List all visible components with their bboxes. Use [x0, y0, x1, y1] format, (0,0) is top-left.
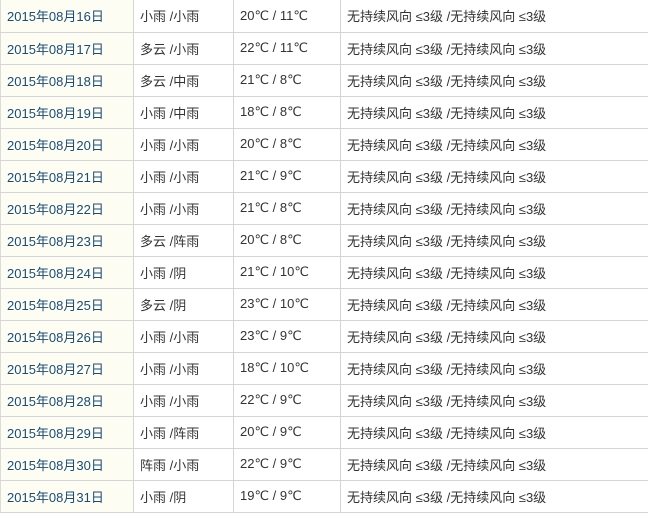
weather-condition-cell: 小雨 /小雨: [134, 160, 234, 192]
date-link[interactable]: 2015年08月23日: [7, 234, 104, 249]
weather-condition-cell: 小雨 /阵雨: [134, 416, 234, 448]
date-link[interactable]: 2015年08月31日: [7, 490, 104, 505]
weather-condition-cell: 小雨 /中雨: [134, 96, 234, 128]
date-link[interactable]: 2015年08月27日: [7, 362, 104, 377]
wind-cell: 无持续风向 ≤3级 /无持续风向 ≤3级: [341, 384, 648, 416]
date-link[interactable]: 2015年08月26日: [7, 330, 104, 345]
temperature-cell: 21℃ / 8℃: [234, 64, 341, 96]
date-cell: 2015年08月24日: [1, 256, 134, 288]
temperature-cell: 22℃ / 11℃: [234, 32, 341, 64]
wind-cell: 无持续风向 ≤3级 /无持续风向 ≤3级: [341, 352, 648, 384]
temperature-cell: 23℃ / 9℃: [234, 320, 341, 352]
weather-condition-cell: 小雨 /阴: [134, 480, 234, 512]
date-link[interactable]: 2015年08月16日: [7, 9, 104, 24]
temperature-cell: 20℃ / 8℃: [234, 128, 341, 160]
wind-cell: 无持续风向 ≤3级 /无持续风向 ≤3级: [341, 128, 648, 160]
wind-cell: 无持续风向 ≤3级 /无持续风向 ≤3级: [341, 256, 648, 288]
wind-cell: 无持续风向 ≤3级 /无持续风向 ≤3级: [341, 288, 648, 320]
date-link[interactable]: 2015年08月24日: [7, 266, 104, 281]
date-cell: 2015年08月19日: [1, 96, 134, 128]
wind-cell: 无持续风向 ≤3级 /无持续风向 ≤3级: [341, 96, 648, 128]
wind-cell: 无持续风向 ≤3级 /无持续风向 ≤3级: [341, 64, 648, 96]
weather-condition-cell: 小雨 /小雨: [134, 352, 234, 384]
date-cell: 2015年08月18日: [1, 64, 134, 96]
temperature-cell: 19℃ / 9℃: [234, 480, 341, 512]
wind-cell: 无持续风向 ≤3级 /无持续风向 ≤3级: [341, 160, 648, 192]
wind-cell: 无持续风向 ≤3级 /无持续风向 ≤3级: [341, 416, 648, 448]
temperature-cell: 21℃ / 10℃: [234, 256, 341, 288]
temperature-cell: 21℃ / 8℃: [234, 192, 341, 224]
weather-condition-cell: 小雨 /阴: [134, 256, 234, 288]
weather-condition-cell: 多云 /阴: [134, 288, 234, 320]
temperature-cell: 21℃ / 9℃: [234, 160, 341, 192]
date-cell: 2015年08月29日: [1, 416, 134, 448]
wind-cell: 无持续风向 ≤3级 /无持续风向 ≤3级: [341, 32, 648, 64]
date-link[interactable]: 2015年08月29日: [7, 426, 104, 441]
date-link[interactable]: 2015年08月28日: [7, 394, 104, 409]
temperature-cell: 22℃ / 9℃: [234, 384, 341, 416]
date-cell: 2015年08月17日: [1, 32, 134, 64]
date-cell: 2015年08月28日: [1, 384, 134, 416]
wind-cell: 无持续风向 ≤3级 /无持续风向 ≤3级: [341, 480, 648, 512]
weather-condition-cell: 小雨 /小雨: [134, 320, 234, 352]
date-link[interactable]: 2015年08月30日: [7, 458, 104, 473]
date-cell: 2015年08月16日: [1, 0, 134, 32]
temperature-cell: 20℃ / 11℃: [234, 0, 341, 32]
weather-condition-cell: 阵雨 /小雨: [134, 448, 234, 480]
temperature-cell: 23℃ / 10℃: [234, 288, 341, 320]
temperature-cell: 20℃ / 8℃: [234, 224, 341, 256]
weather-condition-cell: 小雨 /小雨: [134, 384, 234, 416]
weather-condition-cell: 多云 /中雨: [134, 64, 234, 96]
temperature-cell: 20℃ / 9℃: [234, 416, 341, 448]
date-link[interactable]: 2015年08月18日: [7, 74, 104, 89]
date-cell: 2015年08月22日: [1, 192, 134, 224]
wind-cell: 无持续风向 ≤3级 /无持续风向 ≤3级: [341, 0, 648, 32]
weather-condition-cell: 小雨 /小雨: [134, 0, 234, 32]
date-link[interactable]: 2015年08月19日: [7, 106, 104, 121]
date-link[interactable]: 2015年08月20日: [7, 138, 104, 153]
weather-condition-cell: 小雨 /小雨: [134, 192, 234, 224]
weather-condition-cell: 多云 /小雨: [134, 32, 234, 64]
temperature-cell: 18℃ / 8℃: [234, 96, 341, 128]
wind-cell: 无持续风向 ≤3级 /无持续风向 ≤3级: [341, 320, 648, 352]
wind-cell: 无持续风向 ≤3级 /无持续风向 ≤3级: [341, 224, 648, 256]
wind-cell: 无持续风向 ≤3级 /无持续风向 ≤3级: [341, 192, 648, 224]
date-cell: 2015年08月27日: [1, 352, 134, 384]
weather-condition-cell: 小雨 /小雨: [134, 128, 234, 160]
date-link[interactable]: 2015年08月21日: [7, 170, 104, 185]
date-link[interactable]: 2015年08月22日: [7, 202, 104, 217]
date-cell: 2015年08月25日: [1, 288, 134, 320]
date-cell: 2015年08月20日: [1, 128, 134, 160]
weather-condition-cell: 多云 /阵雨: [134, 224, 234, 256]
temperature-cell: 22℃ / 9℃: [234, 448, 341, 480]
date-link[interactable]: 2015年08月25日: [7, 298, 104, 313]
date-cell: 2015年08月23日: [1, 224, 134, 256]
date-cell: 2015年08月30日: [1, 448, 134, 480]
date-cell: 2015年08月31日: [1, 480, 134, 512]
date-cell: 2015年08月26日: [1, 320, 134, 352]
date-link[interactable]: 2015年08月17日: [7, 42, 104, 57]
date-cell: 2015年08月21日: [1, 160, 134, 192]
temperature-cell: 18℃ / 10℃: [234, 352, 341, 384]
wind-cell: 无持续风向 ≤3级 /无持续风向 ≤3级: [341, 448, 648, 480]
